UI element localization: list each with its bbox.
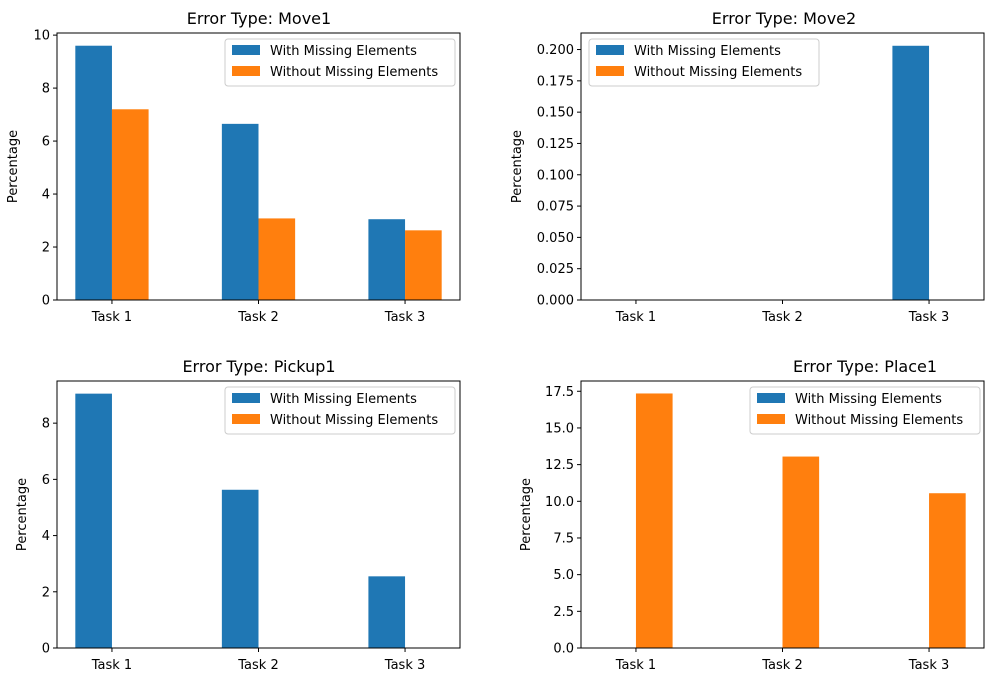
y-tick-label: 12.5 <box>545 458 574 473</box>
legend-label: Without Missing Elements <box>634 65 802 80</box>
legend-box <box>749 386 981 435</box>
y-tick-label: 4 <box>42 529 50 544</box>
y-tick-label: 5.0 <box>553 568 574 583</box>
x-tick-label: Task 1 <box>91 310 132 325</box>
y-axis-label: Percentage <box>519 478 534 551</box>
y-tick-label: 17.5 <box>545 385 574 400</box>
x-tick-label: Task 3 <box>384 310 425 325</box>
chart-panel: Error Type: Pickup1 0 2 4 6 8 Task 1 Task 2 Task… <box>15 357 461 673</box>
chart-panel: Error Type: Move1 0 2 4 6 8 10 Task 1 Task 2 Task… <box>6 9 461 325</box>
bar <box>405 230 442 300</box>
legend-swatch <box>232 393 260 403</box>
legend-label: With Missing Elements <box>634 44 781 59</box>
bar <box>892 45 930 300</box>
legend-label: Without Missing Elements <box>270 413 438 428</box>
y-tick-label: 0.100 <box>537 168 574 183</box>
chart-title: Error Type: Move1 <box>187 9 331 28</box>
y-axis-label: Percentage <box>510 130 525 203</box>
x-tick-label: Task 3 <box>384 658 425 673</box>
x-tick-label: Task 2 <box>237 310 278 325</box>
bar <box>635 393 673 648</box>
y-tick-label: 0 <box>42 294 50 309</box>
x-tick-label: Task 3 <box>908 658 949 673</box>
chart-title: Error Type: Move2 <box>712 9 856 28</box>
y-tick-label: 7.5 <box>553 531 574 546</box>
legend-swatch <box>596 66 624 76</box>
legend-label: With Missing Elements <box>270 392 417 407</box>
legend-label: With Missing Elements <box>795 392 942 407</box>
legend: With Missing Elements Without Missing Ele… <box>588 38 820 87</box>
legend: With Missing Elements Without Missing Ele… <box>224 386 456 435</box>
x-tick-label: Task 1 <box>91 658 132 673</box>
y-tick-label: 0.075 <box>537 200 574 215</box>
legend-swatch <box>757 393 785 403</box>
x-tick-label: Task 2 <box>237 658 278 673</box>
y-tick-label: 0.025 <box>537 262 574 277</box>
y-tick-label: 0.050 <box>537 231 574 246</box>
y-tick-label: 0.175 <box>537 74 574 89</box>
x-tick-label: Task 2 <box>761 658 802 673</box>
y-tick-label: 10 <box>33 29 50 44</box>
chart-panel: Error Type: Place1 0.0 2.5 5.0 7.5 10.0 12.5 15… <box>519 357 985 673</box>
y-tick-label: 10.0 <box>545 495 574 510</box>
y-tick-label: 0.0 <box>553 642 574 657</box>
chart-title: Error Type: Pickup1 <box>182 357 335 376</box>
y-axis-label: Percentage <box>15 478 30 551</box>
y-tick-label: 0.150 <box>537 106 574 121</box>
legend-box <box>224 38 456 87</box>
legend-box <box>224 386 456 435</box>
legend: With Missing Elements Without Missing Ele… <box>224 38 456 87</box>
x-tick-label: Task 2 <box>761 310 802 325</box>
y-tick-label: 2 <box>42 585 50 600</box>
bar <box>75 45 112 300</box>
chart-panel: Error Type: Move2 0.000 0.025 0.050 0.075 0.1… <box>510 9 985 325</box>
x-tick-label: Task 3 <box>908 310 949 325</box>
legend-swatch <box>757 414 785 424</box>
legend-swatch <box>596 45 624 55</box>
y-axis-label: Percentage <box>6 130 21 203</box>
legend: With Missing Elements Without Missing Ele… <box>749 386 981 435</box>
bar <box>782 456 820 648</box>
legend-swatch <box>232 45 260 55</box>
y-tick-label: 0.125 <box>537 137 574 152</box>
bar <box>221 489 259 648</box>
bar <box>368 219 406 300</box>
y-tick-label: 15.0 <box>545 421 574 436</box>
legend-swatch <box>232 66 260 76</box>
y-tick-label: 6 <box>42 135 50 150</box>
bar <box>75 393 112 648</box>
y-tick-label: 8 <box>42 417 50 432</box>
y-tick-label: 8 <box>42 82 50 97</box>
y-tick-label: 0.200 <box>537 43 574 58</box>
y-tick-label: 2.5 <box>553 605 574 620</box>
legend-label: Without Missing Elements <box>270 65 438 80</box>
bar <box>111 109 149 301</box>
bar <box>929 493 966 648</box>
y-tick-label: 4 <box>42 188 50 203</box>
legend-label: Without Missing Elements <box>795 413 963 428</box>
x-tick-label: Task 1 <box>615 310 656 325</box>
x-tick-label: Task 1 <box>615 658 656 673</box>
y-tick-label: 0.000 <box>537 294 574 309</box>
bar <box>221 123 259 301</box>
y-tick-label: 0 <box>42 642 50 657</box>
y-tick-label: 2 <box>42 241 50 256</box>
legend-label: With Missing Elements <box>270 44 417 59</box>
legend-box <box>588 38 820 87</box>
bar <box>258 218 296 300</box>
bar <box>368 576 406 648</box>
legend-swatch <box>232 414 260 424</box>
y-tick-label: 6 <box>42 473 50 488</box>
chart-title: Error Type: Place1 <box>793 357 937 376</box>
